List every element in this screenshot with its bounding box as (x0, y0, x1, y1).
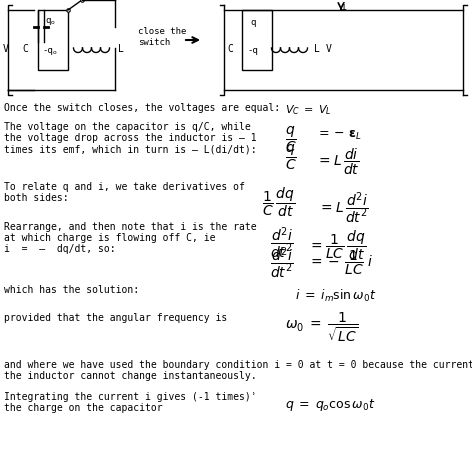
Text: close the: close the (138, 27, 186, 36)
Text: $= L\,\dfrac{di}{dt}$: $= L\,\dfrac{di}{dt}$ (316, 147, 360, 178)
Text: -q: -q (247, 46, 258, 55)
Text: $\dfrac{d^2i}{dt^2}$: $\dfrac{d^2i}{dt^2}$ (270, 245, 294, 281)
Text: which has the solution:: which has the solution: (4, 285, 139, 295)
Bar (242, 10, 272, 70)
Text: $\dfrac{1}{C}\,\dfrac{dq}{dt}$: $\dfrac{1}{C}\,\dfrac{dq}{dt}$ (262, 186, 295, 219)
Text: $= L\,\dfrac{d^2i}{dt^2}$: $= L\,\dfrac{d^2i}{dt^2}$ (318, 190, 369, 226)
Bar (38, 10, 68, 70)
Text: o: o (53, 50, 57, 55)
Text: L: L (118, 44, 124, 54)
Text: the charge on the capacitor: the charge on the capacitor (4, 403, 163, 413)
Text: q: q (45, 16, 51, 25)
Text: $i \;=\; i_m \sin\omega_0 t$: $i \;=\; i_m \sin\omega_0 t$ (295, 288, 377, 304)
Text: L: L (314, 44, 320, 54)
Text: times its emf, which in turn is – L(di/dt):: times its emf, which in turn is – L(di/d… (4, 144, 257, 154)
Text: both sides:: both sides: (4, 193, 68, 203)
Text: Integrating the current i gives (-1 times)ʾ: Integrating the current i gives (-1 time… (4, 392, 257, 402)
Text: and where we have used the boundary condition i = 0 at t = 0 because the current: and where we have used the boundary cond… (4, 360, 472, 370)
Text: $\omega_0 \;=\; \dfrac{1}{\sqrt{LC}}$: $\omega_0 \;=\; \dfrac{1}{\sqrt{LC}}$ (285, 311, 358, 344)
Text: switch: switch (138, 38, 170, 47)
Text: C: C (227, 44, 233, 54)
Text: C: C (22, 44, 28, 54)
Text: V: V (3, 44, 9, 54)
Text: The voltage on the capacitor is q/C, while: The voltage on the capacitor is q/C, whi… (4, 122, 251, 132)
Text: $\dfrac{q}{C}$: $\dfrac{q}{C}$ (285, 125, 297, 154)
Text: $= -\,\boldsymbol{\varepsilon}_L$: $= -\,\boldsymbol{\varepsilon}_L$ (316, 129, 362, 142)
Text: the inductor cannot change instantaneously.: the inductor cannot change instantaneous… (4, 371, 257, 381)
Text: at which charge is flowing off C, ie: at which charge is flowing off C, ie (4, 233, 216, 243)
Text: Once the switch closes, the voltages are equal:: Once the switch closes, the voltages are… (4, 103, 280, 113)
Text: $q \;=\; q_o \cos\omega_0 t$: $q \;=\; q_o \cos\omega_0 t$ (285, 397, 375, 413)
Text: $\dfrac{q}{C}$: $\dfrac{q}{C}$ (285, 143, 297, 172)
Text: To relate q and i, we take derivatives of: To relate q and i, we take derivatives o… (4, 182, 245, 192)
Text: $\dfrac{d^2i}{dt^2}$: $\dfrac{d^2i}{dt^2}$ (270, 225, 294, 260)
Text: the voltage drop across the inductor is – 1: the voltage drop across the inductor is … (4, 133, 257, 143)
Text: i  =  –  dq/dt, so:: i = – dq/dt, so: (4, 244, 116, 254)
Text: $= \dfrac{1}{LC}\,\dfrac{dq}{dt}$: $= \dfrac{1}{LC}\,\dfrac{dq}{dt}$ (308, 229, 366, 262)
Text: Rearrange, and then note that i is the rate: Rearrange, and then note that i is the r… (4, 222, 257, 232)
Text: i: i (340, 2, 346, 12)
Text: V: V (326, 44, 332, 54)
Text: provided that the angular frequency is: provided that the angular frequency is (4, 313, 227, 323)
Text: -q: -q (42, 46, 53, 55)
Text: $V_C \;=\; V_L$: $V_C \;=\; V_L$ (285, 103, 331, 117)
Text: $= -\,\dfrac{1}{LC}\; i$: $= -\,\dfrac{1}{LC}\; i$ (308, 249, 373, 277)
Text: o: o (51, 20, 55, 25)
Text: q: q (250, 18, 255, 27)
